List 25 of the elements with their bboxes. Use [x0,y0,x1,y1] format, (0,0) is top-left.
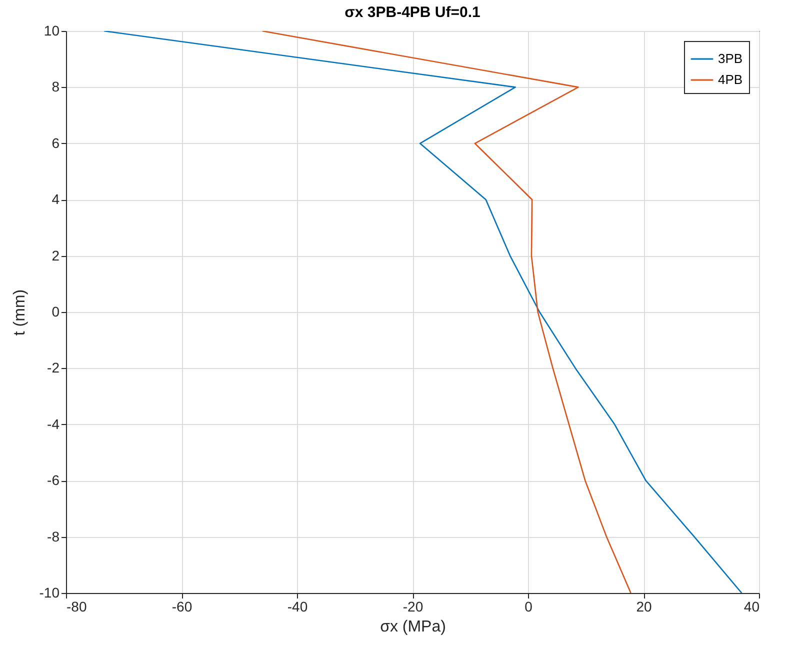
x-tick-label: -60 [172,598,192,614]
y-axis-title: t (mm) [11,289,28,336]
y-tick-label: -8 [47,528,60,544]
y-tick-label: -2 [47,360,60,376]
chart-title: σx 3PB-4PB Uf=0.1 [344,4,480,21]
x-tick-label: 40 [744,598,760,614]
y-tick-label: 2 [52,247,60,264]
y-tick-label: 8 [52,78,60,95]
x-tick-label: 0 [524,598,533,614]
y-tick-label: -4 [47,416,60,432]
y-tick-label: -6 [47,472,60,488]
y-tick-label: 10 [44,22,60,38]
line-series [103,31,742,593]
legend-label: 4PB [718,72,743,87]
y-tick-label: 4 [52,191,60,208]
y-tick-label: -10 [39,584,60,600]
x-axis-title: σx (MPa) [380,618,446,636]
legend-label: 3PB [718,51,743,66]
line-series [262,31,632,593]
x-tick-label: 20 [636,598,652,614]
x-tick-label: -40 [287,598,308,614]
y-tick-label: 0 [52,304,60,320]
x-tick-label: -80 [66,598,87,614]
x-tick-label: -20 [402,598,424,614]
y-tick-label: 6 [52,134,60,151]
